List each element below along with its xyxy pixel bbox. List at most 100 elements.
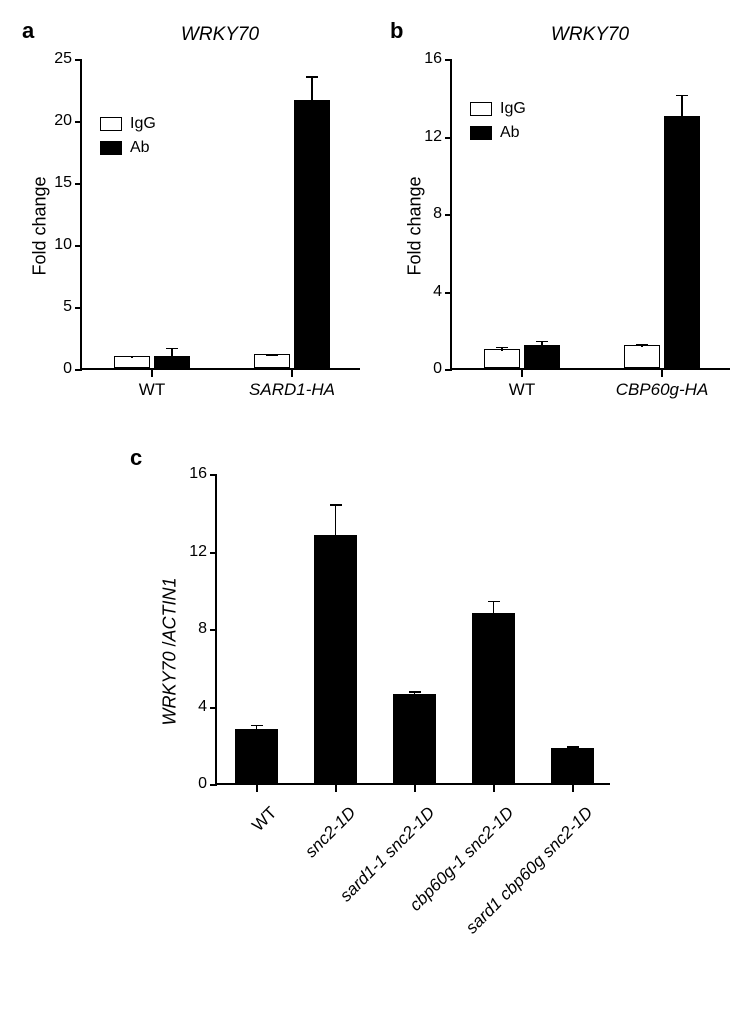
panel-b-label: b — [390, 18, 403, 44]
y-tick-label: 25 — [42, 50, 72, 68]
bar — [664, 116, 700, 368]
y-tick-label: 8 — [412, 205, 442, 223]
x-tick — [151, 370, 153, 377]
y-tick-label: 15 — [42, 174, 72, 192]
bar — [484, 349, 520, 368]
bar — [393, 694, 436, 783]
legend-swatch-ab-b — [470, 126, 492, 140]
legend-swatch-ab — [100, 141, 122, 155]
y-tick — [75, 183, 82, 185]
legend-item-ab: Ab — [100, 139, 156, 157]
panel-a-label: a — [22, 18, 34, 44]
y-tick — [445, 214, 452, 216]
y-tick — [210, 474, 217, 476]
x-tick — [414, 785, 416, 792]
error-cap — [676, 95, 688, 97]
error-cap — [496, 347, 508, 349]
x-tick-label: WT — [462, 380, 582, 400]
y-tick — [445, 59, 452, 61]
x-tick — [335, 785, 337, 792]
error-bar — [681, 95, 683, 118]
bar — [524, 345, 560, 368]
legend-label-igg: IgG — [130, 115, 156, 133]
y-tick — [210, 629, 217, 631]
y-tick-label: 0 — [42, 360, 72, 378]
error-cap — [567, 746, 579, 748]
error-bar — [311, 76, 313, 102]
panel-c: c WRKY70 /ACTIN1 0481216WTsnc2-1Dsard1-1… — [120, 445, 640, 1015]
y-tick-label: 12 — [412, 128, 442, 146]
error-cap — [330, 504, 342, 506]
y-tick-label: 16 — [412, 50, 442, 68]
panel-a-plot: 0510152025WTSARD1-HA — [80, 60, 360, 370]
legend-item-igg: IgG — [100, 115, 156, 133]
y-tick-label: 10 — [42, 236, 72, 254]
panel-c-label: c — [130, 445, 142, 471]
bar — [254, 354, 290, 368]
x-tick-label: snc2-1D — [204, 803, 360, 959]
legend-swatch-igg — [100, 117, 122, 131]
x-tick-label: SARD1-HA — [232, 380, 352, 400]
y-tick-label: 12 — [177, 543, 207, 561]
error-bar — [493, 601, 495, 615]
x-tick — [256, 785, 258, 792]
error-cap — [306, 76, 318, 78]
panel-b: b WRKY70 Fold change 0481216WTCBP60g-HA … — [385, 0, 755, 430]
bar — [624, 345, 660, 368]
legend-item-ab-b: Ab — [470, 124, 526, 142]
panel-a: a WRKY70 Fold change 0510152025WTSARD1-H… — [0, 0, 375, 430]
y-tick-label: 4 — [177, 698, 207, 716]
legend-item-igg-b: IgG — [470, 100, 526, 118]
y-tick — [445, 137, 452, 139]
panel-b-legend: IgG Ab — [470, 100, 526, 148]
error-cap — [166, 348, 178, 350]
y-tick — [75, 245, 82, 247]
panel-a-title: WRKY70 — [130, 24, 310, 46]
error-cap — [266, 355, 278, 357]
bar — [472, 613, 515, 784]
x-tick-label: sard1 cbp60g snc2-1D — [441, 803, 597, 959]
legend-label-ab-b: Ab — [500, 124, 520, 142]
x-tick-label: CBP60g-HA — [602, 380, 722, 400]
y-tick-label: 0 — [177, 775, 207, 793]
legend-swatch-igg-b — [470, 102, 492, 116]
error-cap — [536, 341, 548, 343]
y-tick-label: 16 — [177, 465, 207, 483]
x-tick — [661, 370, 663, 377]
y-tick — [75, 121, 82, 123]
y-tick-label: 0 — [412, 360, 442, 378]
x-tick — [572, 785, 574, 792]
y-tick — [445, 292, 452, 294]
legend-label-ab: Ab — [130, 139, 150, 157]
x-tick-label: sard1-1 snc2-1D — [283, 803, 439, 959]
y-tick — [75, 307, 82, 309]
bar — [314, 535, 357, 783]
error-cap — [488, 601, 500, 603]
error-cap — [251, 725, 263, 727]
y-tick — [75, 59, 82, 61]
panel-c-plot: 0481216WTsnc2-1Dsard1-1 snc2-1Dcbp60g-1 … — [215, 475, 610, 785]
y-tick-label: 4 — [412, 283, 442, 301]
y-tick — [210, 552, 217, 554]
figure: a WRKY70 Fold change 0510152025WTSARD1-H… — [0, 0, 755, 1024]
x-tick-label: WT — [92, 380, 212, 400]
panel-b-title: WRKY70 — [500, 24, 680, 46]
legend-label-igg-b: IgG — [500, 100, 526, 118]
y-tick-label: 20 — [42, 112, 72, 130]
x-tick-label: cbp60g-1 snc2-1D — [362, 803, 518, 959]
x-tick — [521, 370, 523, 377]
bar — [294, 100, 330, 368]
x-tick — [493, 785, 495, 792]
y-tick-label: 8 — [177, 620, 207, 638]
error-bar — [335, 504, 337, 537]
error-cap — [409, 691, 421, 693]
bar — [235, 729, 278, 783]
y-tick — [75, 369, 82, 371]
panel-a-legend: IgG Ab — [100, 115, 156, 163]
x-tick-label: WT — [125, 803, 281, 959]
y-tick-label: 5 — [42, 298, 72, 316]
bar — [551, 748, 594, 783]
y-tick — [210, 707, 217, 709]
error-cap — [126, 356, 138, 358]
y-tick — [210, 784, 217, 786]
